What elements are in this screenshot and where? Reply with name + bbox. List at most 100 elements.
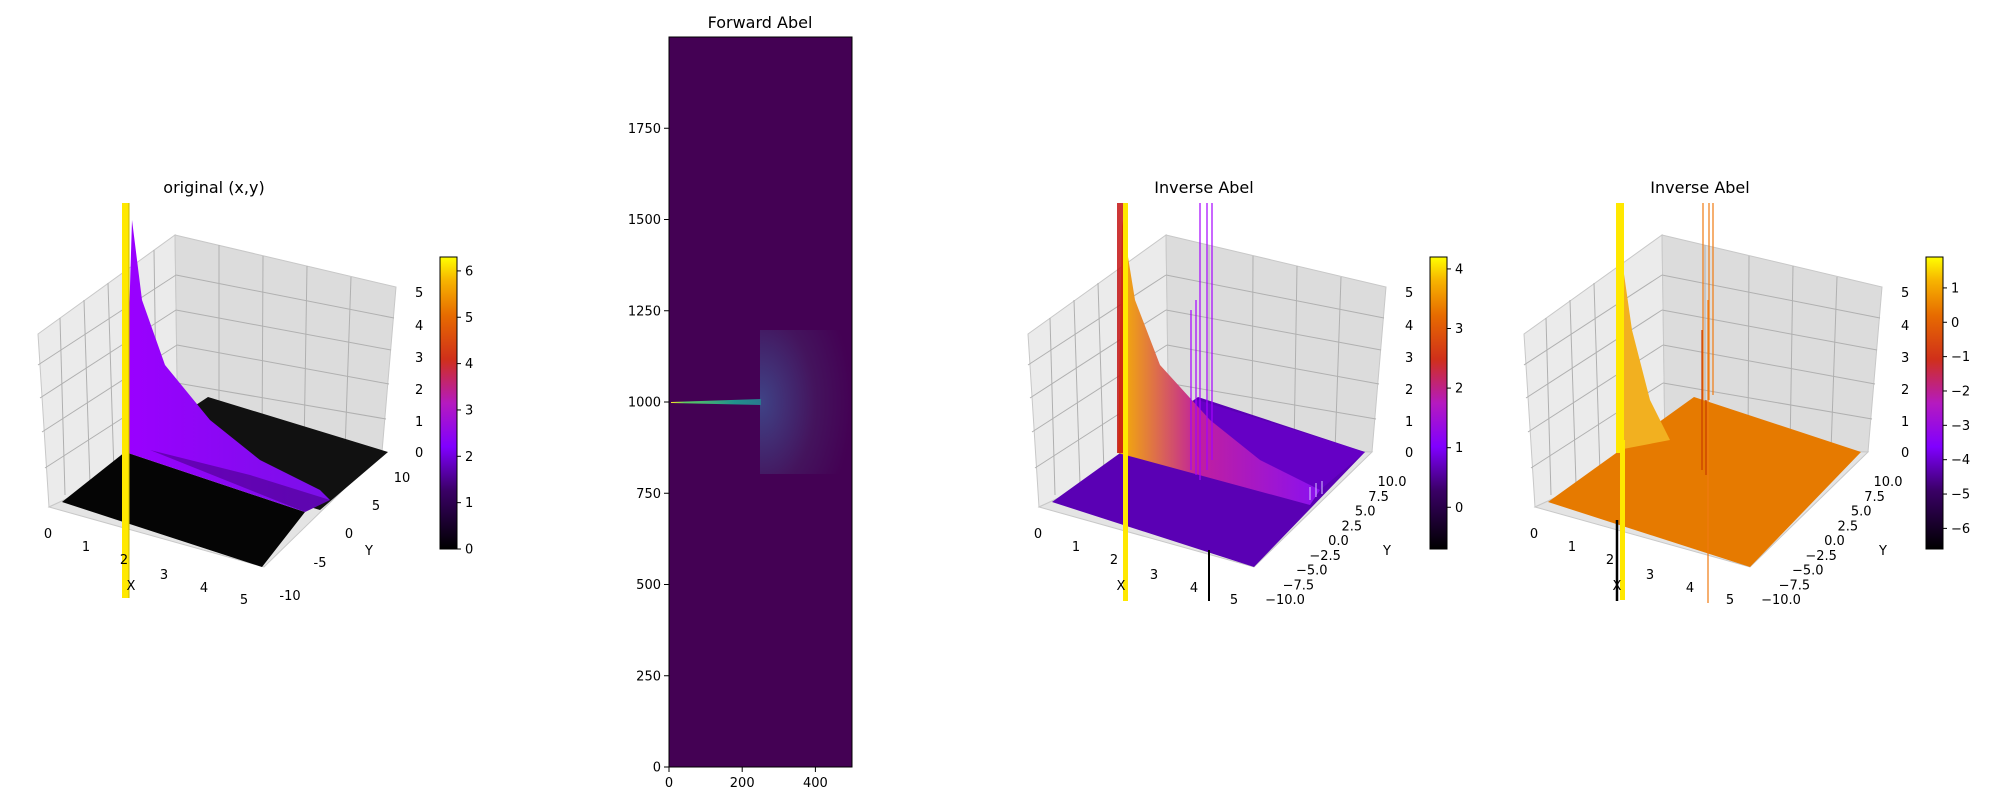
svg-text:2: 2 — [415, 383, 423, 398]
svg-text:3: 3 — [1901, 351, 1909, 366]
y-tick-label: −10.0 — [1761, 593, 1801, 608]
y-tick-label: 0.0 — [1328, 534, 1349, 549]
svg-text:0: 0 — [44, 527, 52, 542]
y-tick-label: 2.5 — [1838, 519, 1859, 534]
svg-text:3: 3 — [160, 568, 168, 583]
y-tick-label: 1000 — [628, 396, 661, 411]
x-tick-label: 200 — [730, 776, 755, 791]
heatmap-glow — [760, 330, 852, 474]
svg-text:-10: -10 — [279, 589, 300, 604]
svg-text:0: 0 — [1530, 527, 1538, 542]
y-tick-label: 1750 — [628, 122, 661, 137]
y-tick-label: 5.0 — [1355, 505, 1376, 520]
y-tick-label: −7.5 — [1779, 578, 1811, 593]
colorbar-tick-label: 2 — [465, 450, 473, 465]
y-tick-label: 5.0 — [1851, 505, 1872, 520]
svg-text:2: 2 — [1901, 383, 1909, 398]
svg-text:4: 4 — [1405, 319, 1413, 334]
y-tick-label: 500 — [636, 578, 661, 593]
colorbar-tick-label: 6 — [465, 264, 473, 279]
colorbar-tick-label: 0 — [1455, 501, 1463, 516]
svg-text:0: 0 — [415, 446, 423, 461]
svg-text:-5: -5 — [314, 556, 327, 571]
svg-text:3: 3 — [1150, 568, 1158, 583]
colorbar-tick-label: 0 — [1951, 316, 1959, 331]
colorbar-tick-label: 0 — [465, 543, 473, 558]
y-tick-label: −5.0 — [1792, 564, 1824, 579]
y-tick-label: 7.5 — [1864, 490, 1885, 505]
y-tick-label: 1250 — [628, 304, 661, 319]
svg-text:4: 4 — [1190, 581, 1198, 596]
panel-title: Inverse Abel — [1154, 178, 1253, 197]
x-ticks: 0 1 2 3 4 5 — [1530, 527, 1734, 608]
svg-text:5: 5 — [1901, 286, 1909, 301]
colorbar-gradient — [439, 256, 458, 550]
colorbar-tick-label: 5 — [465, 311, 473, 326]
colorbar-tick-label: 3 — [1455, 322, 1463, 337]
y-tick-label: −10.0 — [1265, 593, 1305, 608]
x-ticks: 0 1 2 3 4 5 — [44, 527, 248, 608]
svg-text:2: 2 — [1110, 553, 1118, 568]
panel-title: original (x,y) — [163, 178, 264, 197]
svg-text:5: 5 — [1405, 286, 1413, 301]
colorbar-tick-label: 1 — [1951, 281, 1959, 296]
surface-ridge — [125, 220, 330, 512]
colorbar-tick-label: 4 — [1455, 262, 1463, 277]
svg-text:5: 5 — [1726, 593, 1734, 608]
heatmap-ticks: 0 200 400 0 250 500 750 1000 1250 1500 1750 — [628, 122, 828, 791]
svg-text:0: 0 — [1405, 446, 1413, 461]
y-tick-label: −7.5 — [1283, 578, 1315, 593]
y-axis-label: Y — [1382, 544, 1391, 559]
colorbar-tick-label: −2 — [1951, 384, 1970, 399]
x-axis-label: X — [1613, 579, 1622, 594]
svg-text:5: 5 — [372, 499, 380, 514]
svg-text:2: 2 — [1405, 383, 1413, 398]
panel-inverse-abel-2: Inverse Abel — [1523, 178, 1970, 608]
colorbar-tick-label: 1 — [465, 496, 473, 511]
svg-text:1: 1 — [1405, 415, 1413, 430]
z-ticks: 0 1 2 3 4 5 — [1405, 286, 1413, 461]
svg-text:5: 5 — [1230, 593, 1238, 608]
colorbar-tick-label: 2 — [1455, 382, 1463, 397]
panel-original: original (x,y) 0 1 2 — [37, 178, 473, 608]
y-tick-label: 0 — [653, 761, 661, 776]
colorbar: 0 1 2 3 4 5 6 — [439, 256, 473, 558]
colorbar-tick-label: −4 — [1951, 453, 1970, 468]
colorbar-tick-label: −6 — [1951, 522, 1970, 537]
svg-text:4: 4 — [1901, 319, 1909, 334]
z-ticks: 0 1 2 3 4 5 — [415, 286, 423, 461]
y-ticks: -10 -5 0 5 10 — [279, 471, 410, 604]
svg-text:10: 10 — [394, 471, 411, 486]
y-tick-label: 0.0 — [1824, 534, 1845, 549]
x-ticks: 0 1 2 3 4 5 — [1034, 527, 1238, 608]
svg-text:5: 5 — [240, 593, 248, 608]
heatmap-streak — [671, 399, 761, 405]
svg-text:0: 0 — [1034, 527, 1042, 542]
x-tick-label: 400 — [803, 776, 828, 791]
x-axis-label: X — [1117, 579, 1126, 594]
colorbar-ticks: 0 1 2 3 4 — [1447, 262, 1463, 516]
colorbar-tick-label: −1 — [1951, 350, 1970, 365]
y-tick-label: 750 — [636, 487, 661, 502]
surface-ridge-dark — [150, 450, 330, 512]
colorbar: 0 1 2 3 4 — [1429, 256, 1463, 550]
y-tick-label: −2.5 — [1309, 549, 1341, 564]
y-tick-label: 2.5 — [1342, 519, 1363, 534]
y-axis-label: Y — [364, 544, 373, 559]
colorbar-gradient — [1925, 256, 1944, 550]
svg-text:5: 5 — [415, 286, 423, 301]
svg-text:0: 0 — [345, 527, 353, 542]
svg-text:3: 3 — [1405, 351, 1413, 366]
colorbar: −6 −5 −4 −3 −2 −1 0 1 — [1925, 256, 1970, 550]
colorbar-tick-label: 1 — [1455, 441, 1463, 456]
surface — [1548, 203, 1861, 603]
y-axis-label: Y — [1878, 544, 1887, 559]
colorbar-ticks: −6 −5 −4 −3 −2 −1 0 1 — [1943, 281, 1970, 537]
panel-title: Forward Abel — [708, 13, 813, 32]
y-tick-label: 7.5 — [1368, 490, 1389, 505]
colorbar-tick-label: 4 — [465, 357, 473, 372]
panel-inverse-abel-1: Inverse Abel — [1027, 178, 1463, 608]
svg-text:1: 1 — [1568, 540, 1576, 555]
svg-text:4: 4 — [200, 581, 208, 596]
